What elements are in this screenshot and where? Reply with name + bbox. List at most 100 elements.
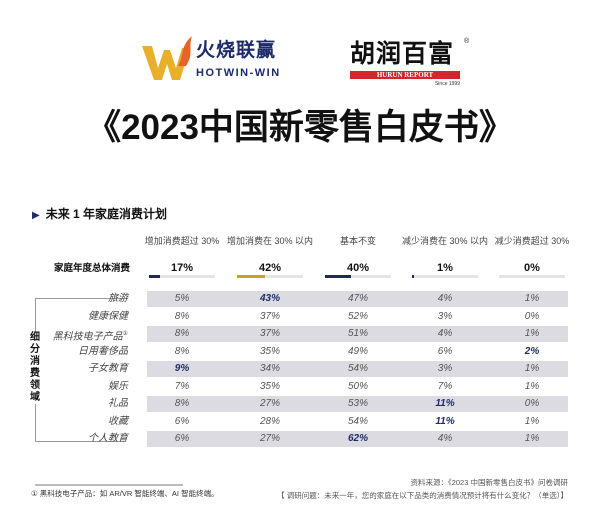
footnote: ① 黑科技电子产品：如 AR/VR 智能终端、AI 智能终端。 <box>31 489 219 498</box>
table-row: 收藏 6% 28% 54% 11% 1% <box>0 413 600 431</box>
row-value: 27% <box>259 398 280 409</box>
overall-bar-fill <box>237 275 265 278</box>
hotwin-en: HOTWIN-WIN <box>196 67 281 79</box>
table-row: 礼品 8% 27% 53% 11% 0% <box>0 395 600 413</box>
row-value: 6% <box>174 415 190 427</box>
row-label: 子女教育 <box>88 363 128 375</box>
row-value: 54% <box>347 363 368 374</box>
section-title-text: 未来 1 年家庭消费计划 <box>45 207 168 221</box>
row-shade <box>147 291 568 307</box>
overall-value: 0% <box>524 262 540 274</box>
row-value: 62% <box>347 433 368 444</box>
row-value: 5% <box>174 293 190 304</box>
row-shade <box>147 396 568 412</box>
row-value: 8% <box>174 310 190 322</box>
row-label: 娱乐 <box>108 381 128 393</box>
row-value: 1% <box>524 293 540 304</box>
row-value: 35% <box>259 380 280 392</box>
row-label-text: 个人教育 <box>88 433 128 444</box>
row-value: 0% <box>524 398 540 409</box>
row-label-text: 黑科技电子产品 <box>52 331 123 343</box>
row-value: 49% <box>347 345 368 357</box>
footnote-marker: ① <box>122 331 128 337</box>
row-value: 34% <box>259 363 280 374</box>
row-value: 4% <box>437 328 453 339</box>
row-value: 6% <box>174 433 190 444</box>
column-header: 减少消费超过 30% <box>494 236 570 246</box>
row-value: 1% <box>524 433 540 444</box>
overall-value: 42% <box>258 262 282 274</box>
row-value: 7% <box>174 380 190 392</box>
row-value: 37% <box>259 310 280 322</box>
table-row: 娱乐 7% 35% 50% 7% 1% <box>0 378 600 396</box>
triangle-icon: ▶ <box>32 210 40 221</box>
overall-bar <box>412 275 478 278</box>
row-label-text: 礼品 <box>108 398 128 409</box>
row-value: 1% <box>524 380 540 392</box>
row-value: 35% <box>259 345 280 357</box>
table-row: 黑科技电子产品① 8% 37% 51% 4% 1% <box>0 325 600 343</box>
row-value: 11% <box>435 415 455 427</box>
row-value: 37% <box>259 328 280 339</box>
row-label-text: 日用奢侈品 <box>78 345 128 357</box>
row-label: 个人教育 <box>88 433 128 445</box>
row-value: 3% <box>437 363 453 374</box>
flame-w-icon <box>142 36 192 80</box>
column-header: 基本不变 <box>339 236 376 246</box>
hurun-logo: 胡润百富 ® HURUN REPORT Since 1999 <box>350 38 470 88</box>
row-value: 28% <box>259 415 280 427</box>
row-value: 0% <box>524 310 540 322</box>
footnote-divider <box>35 484 183 486</box>
row-value: 1% <box>524 415 540 427</box>
overall-bar <box>325 275 391 278</box>
source-note: 资料来源：《2023 中国新零售白皮书》问卷调研 <box>410 478 568 487</box>
row-value: 1% <box>524 363 540 374</box>
hurun-en: HURUN REPORT <box>350 71 460 79</box>
category-group-label: 细分消费领域 <box>28 332 42 404</box>
row-value: 27% <box>259 433 280 444</box>
row-label-text: 旅游 <box>108 293 128 304</box>
row-label: 黑科技电子产品① <box>53 328 128 343</box>
registered-mark: ® <box>464 38 470 45</box>
row-value: 8% <box>174 328 190 339</box>
column-header: 减少消费在 30% 以内 <box>401 236 488 246</box>
table-row: 子女教育 9% 34% 54% 3% 1% <box>0 360 600 378</box>
overall-bar <box>499 275 565 278</box>
row-value: 7% <box>437 380 453 392</box>
row-label-text: 娱乐 <box>108 380 128 392</box>
row-label: 日用奢侈品 <box>78 346 128 358</box>
hurun-since: Since 1999 <box>434 81 460 87</box>
overall-bar-fill <box>325 275 352 278</box>
row-value: 47% <box>347 293 368 304</box>
row-label-text: 收藏 <box>108 415 128 427</box>
hurun-cn: 胡润百富 <box>350 40 455 68</box>
row-value: 50% <box>347 380 368 392</box>
row-value: 43% <box>259 293 280 304</box>
row-label-text: 健康保健 <box>88 310 128 322</box>
row-label: 礼品 <box>108 398 128 410</box>
row-value: 51% <box>347 328 368 339</box>
table-row: 健康保健 8% 37% 52% 3% 0% <box>0 308 600 326</box>
row-shade <box>147 326 568 342</box>
row-label: 健康保健 <box>88 311 128 323</box>
row-shade <box>147 431 568 447</box>
column-header: 增加消费超过 30% <box>144 236 220 246</box>
row-value: 11% <box>435 398 455 409</box>
hotwin-logo: 火烧联赢 HOTWIN-WIN <box>140 36 310 82</box>
overall-value: 40% <box>346 262 370 274</box>
row-value: 9% <box>174 363 190 374</box>
row-value: 4% <box>437 293 453 304</box>
row-label: 旅游 <box>108 293 128 305</box>
row-value: 53% <box>347 398 368 409</box>
survey-question: 【 调研问题：未来一年，您的家庭在以下品类的消费情况预计将有什么变化？（单选）】 <box>277 491 568 500</box>
hotwin-cn: 火烧联赢 <box>196 40 277 61</box>
row-value: 52% <box>347 310 368 322</box>
row-shade <box>147 361 568 377</box>
table-row: 个人教育 6% 27% 62% 4% 1% <box>0 430 600 448</box>
row-value: 3% <box>437 310 453 322</box>
row-value: 2% <box>524 345 540 357</box>
overall-bar <box>237 275 303 278</box>
page-title: 《2023中国新零售白皮书》 <box>86 108 514 147</box>
column-header: 增加消费在 30% 以内 <box>226 236 313 246</box>
overall-bar <box>149 275 215 278</box>
